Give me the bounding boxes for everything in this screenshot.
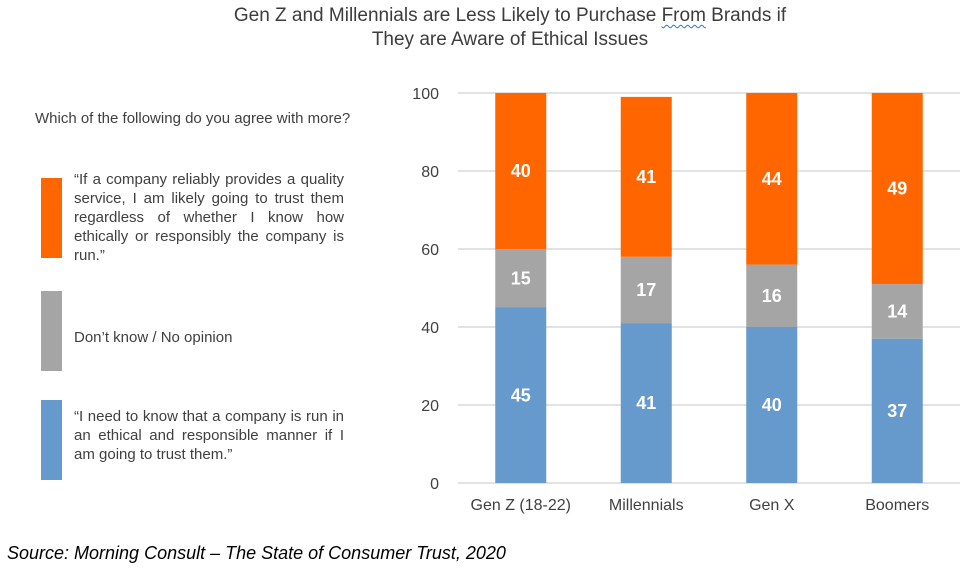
y-tick-label: 100: [412, 86, 439, 103]
bar-segment: [495, 249, 547, 308]
survey-question: Which of the following do you agree with…: [35, 110, 351, 127]
bar-segment: [620, 323, 672, 483]
data-label: 40: [762, 395, 782, 415]
y-tick-label: 60: [421, 242, 439, 259]
y-tick-label: 80: [421, 164, 439, 181]
data-label: 41: [636, 167, 656, 187]
x-tick-label: Millennials: [609, 497, 684, 514]
bar-segment: [620, 256, 672, 324]
bar-segment: [620, 96, 672, 257]
legend-label: “I need to know that a company is run in…: [74, 408, 344, 463]
y-tick-label: 40: [421, 320, 439, 337]
data-label: 17: [636, 280, 656, 300]
bar-segment: [871, 284, 923, 339]
data-label: 49: [887, 179, 907, 199]
title-squiggle-word: From: [661, 5, 706, 26]
y-tick-label: 20: [421, 398, 439, 415]
data-label: 14: [887, 301, 907, 321]
data-label: 40: [511, 161, 531, 181]
source-citation: Source: Morning Consult – The State of C…: [7, 543, 506, 563]
data-label: 37: [887, 401, 907, 421]
title-part1: Gen Z and Millennials are Less Likely to…: [233, 5, 662, 26]
chart-title: Gen Z and Millennials are Less Likely to…: [140, 4, 880, 52]
data-label: 41: [636, 393, 656, 413]
bar-segment: [746, 327, 798, 483]
data-label: 16: [762, 286, 782, 306]
data-label: 15: [511, 268, 531, 288]
x-tick-label: Boomers: [865, 497, 929, 514]
bar-segment: [495, 307, 547, 483]
x-tick-label: Gen Z (18-22): [471, 497, 571, 514]
bar-segment: [746, 93, 798, 265]
legend-swatch: [41, 400, 62, 480]
bar-segment: [495, 93, 547, 249]
legend-swatch: [41, 178, 62, 258]
data-label: 45: [511, 385, 531, 405]
bar-segment: [871, 338, 923, 483]
title-line2: They are Aware of Ethical Issues: [371, 29, 649, 50]
y-tick-label: 0: [430, 476, 439, 493]
legend-label: “If a company reliably provides a qualit…: [74, 171, 344, 264]
bar-segment: [871, 93, 923, 285]
legend-label: Don’t know / No opinion: [74, 329, 233, 346]
title-part2: Brands if: [705, 5, 787, 26]
bar-segment: [746, 264, 798, 327]
data-label: 44: [762, 169, 782, 189]
x-tick-label: Gen X: [749, 497, 795, 514]
legend-swatch: [41, 291, 62, 371]
